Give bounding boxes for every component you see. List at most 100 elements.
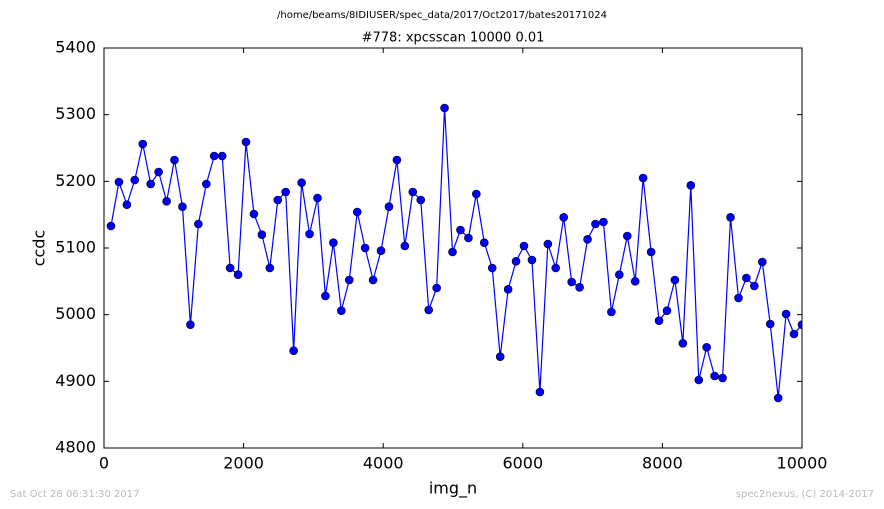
y-tick-label: 5200 — [55, 171, 96, 190]
data-point — [146, 179, 155, 189]
data-point — [718, 373, 727, 383]
data-point — [654, 316, 664, 325]
data-point — [360, 243, 370, 253]
data-point — [281, 187, 290, 197]
data-point — [130, 175, 140, 185]
data-point — [440, 103, 449, 113]
data-point — [297, 178, 306, 187]
data-point — [329, 238, 338, 247]
x-tick-label: 4000 — [363, 454, 404, 473]
chart-title: #778: xpcsscan 10000 0.01 — [362, 31, 545, 46]
data-point — [757, 257, 767, 267]
data-point — [559, 213, 569, 222]
y-tick-label: 5100 — [55, 238, 96, 257]
data-point — [734, 293, 743, 303]
data-point — [583, 235, 592, 244]
data-point — [178, 202, 187, 211]
data-point — [773, 393, 783, 403]
data-point — [225, 263, 235, 273]
data-point — [313, 193, 322, 203]
data-point — [765, 319, 775, 329]
data-point — [630, 277, 640, 286]
footer-right: spec2nexus, (C) 2014-2017 — [736, 489, 874, 500]
data-point — [432, 283, 441, 293]
x-tick-label: 8000 — [642, 454, 683, 473]
y-axis-label: ccdc — [30, 230, 49, 267]
data-point — [646, 247, 656, 257]
data-point — [170, 155, 179, 165]
y-tick-label: 5400 — [55, 38, 96, 57]
data-point — [464, 233, 473, 243]
data-point — [384, 202, 394, 211]
data-point — [750, 281, 759, 291]
data-point — [742, 273, 751, 283]
data-point — [527, 255, 537, 265]
data-point — [186, 320, 195, 329]
data-point — [202, 179, 211, 189]
data-point — [424, 305, 434, 315]
data-point — [599, 217, 608, 227]
data-point — [305, 229, 314, 239]
data-point — [273, 195, 283, 205]
data-point — [114, 177, 124, 187]
data-point — [337, 306, 346, 315]
data-point — [265, 263, 275, 273]
data-point — [162, 197, 171, 206]
data-point — [241, 137, 251, 147]
data-point — [503, 285, 513, 294]
data-point — [519, 241, 529, 251]
data-point — [789, 329, 799, 339]
data-point — [662, 306, 672, 315]
data-point — [321, 291, 330, 301]
data-point — [479, 238, 489, 247]
data-point — [710, 371, 719, 381]
data-point — [622, 231, 632, 241]
x-axis-label: img_n — [429, 479, 477, 499]
data-point — [154, 167, 163, 177]
x-tick-label: 2000 — [223, 454, 264, 473]
data-point — [344, 275, 354, 285]
data-point — [392, 155, 402, 165]
data-point — [138, 139, 148, 149]
data-point — [591, 219, 600, 229]
data-point — [678, 339, 688, 348]
data-point — [408, 187, 418, 197]
data-point — [233, 270, 243, 279]
data-point — [416, 195, 426, 205]
data-point — [543, 239, 553, 249]
y-tick-label: 5000 — [55, 304, 96, 323]
data-point — [472, 189, 481, 199]
data-point — [448, 247, 457, 257]
data-point — [352, 207, 362, 217]
suptitle: /home/beams/8IDIUSER/spec_data/2017/Oct2… — [277, 10, 607, 21]
data-point — [368, 275, 378, 285]
data-point — [686, 181, 696, 190]
data-point — [217, 151, 227, 161]
x-tick-label: 10000 — [777, 454, 828, 473]
data-point — [535, 387, 545, 397]
plot-frame — [103, 47, 803, 449]
data-point — [781, 309, 791, 319]
data-point — [670, 275, 680, 285]
data-point — [400, 241, 410, 251]
x-tick-label: 6000 — [502, 454, 543, 473]
data-point — [249, 209, 259, 219]
plot-area — [106, 103, 802, 403]
footer-left: Sat Oct 28 06:31:30 2017 — [10, 489, 140, 500]
data-point — [289, 346, 298, 355]
data-point — [607, 307, 616, 317]
data-point — [615, 270, 624, 279]
data-point — [209, 151, 219, 161]
data-point — [726, 213, 735, 222]
data-point — [511, 257, 521, 266]
data-point — [122, 200, 132, 209]
data-point — [194, 219, 203, 229]
data-point — [456, 225, 465, 235]
data-point — [694, 375, 704, 385]
data-point — [376, 246, 386, 255]
data-point — [487, 263, 497, 273]
x-tick-label: 0 — [99, 454, 109, 473]
data-point — [495, 352, 505, 361]
data-point — [638, 173, 648, 183]
data-point — [567, 277, 576, 287]
